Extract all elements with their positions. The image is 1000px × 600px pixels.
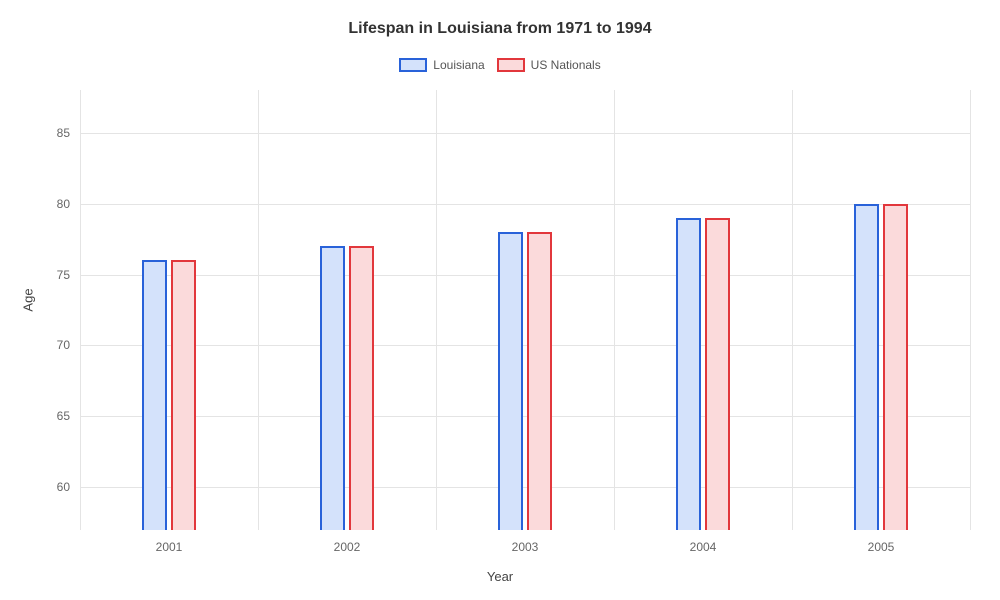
y-tick-label: 85 xyxy=(57,126,80,140)
legend-item-us-nationals: US Nationals xyxy=(497,58,601,72)
legend: Louisiana US Nationals xyxy=(0,58,1000,72)
x-axis-label: Year xyxy=(487,569,513,584)
bar-us-nationals xyxy=(705,218,730,530)
gridline-vertical xyxy=(792,90,793,530)
y-tick-label: 65 xyxy=(57,409,80,423)
bar-louisiana xyxy=(320,246,345,530)
bar-louisiana xyxy=(142,260,167,530)
gridline-horizontal xyxy=(80,275,970,276)
gridline-horizontal xyxy=(80,133,970,134)
bar-us-nationals xyxy=(171,260,196,530)
bar-us-nationals xyxy=(349,246,374,530)
x-tick-label: 2003 xyxy=(512,530,539,554)
bar-us-nationals xyxy=(527,232,552,530)
x-tick-label: 2002 xyxy=(334,530,361,554)
gridline-horizontal xyxy=(80,204,970,205)
bar-louisiana xyxy=(854,204,879,530)
gridline-vertical xyxy=(614,90,615,530)
bar-us-nationals xyxy=(883,204,908,530)
gridline-vertical xyxy=(436,90,437,530)
x-tick-label: 2005 xyxy=(868,530,895,554)
y-axis-label: Age xyxy=(21,288,36,311)
legend-item-louisiana: Louisiana xyxy=(399,58,484,72)
bar-louisiana xyxy=(676,218,701,530)
bar-louisiana xyxy=(498,232,523,530)
chart-container: Lifespan in Louisiana from 1971 to 1994 … xyxy=(0,0,1000,600)
legend-label: Louisiana xyxy=(433,58,484,72)
x-tick-label: 2004 xyxy=(690,530,717,554)
legend-label: US Nationals xyxy=(531,58,601,72)
gridline-horizontal xyxy=(80,345,970,346)
gridline-vertical xyxy=(970,90,971,530)
gridline-horizontal xyxy=(80,416,970,417)
y-tick-label: 70 xyxy=(57,338,80,352)
legend-swatch-louisiana xyxy=(399,58,427,72)
chart-title: Lifespan in Louisiana from 1971 to 1994 xyxy=(0,20,1000,38)
y-tick-label: 75 xyxy=(57,268,80,282)
plot-area: 60657075808520012002200320042005 xyxy=(80,90,970,530)
legend-swatch-us-nationals xyxy=(497,58,525,72)
gridline-horizontal xyxy=(80,487,970,488)
x-tick-label: 2001 xyxy=(156,530,183,554)
gridline-vertical xyxy=(258,90,259,530)
y-tick-label: 60 xyxy=(57,480,80,494)
gridline-vertical xyxy=(80,90,81,530)
y-tick-label: 80 xyxy=(57,197,80,211)
